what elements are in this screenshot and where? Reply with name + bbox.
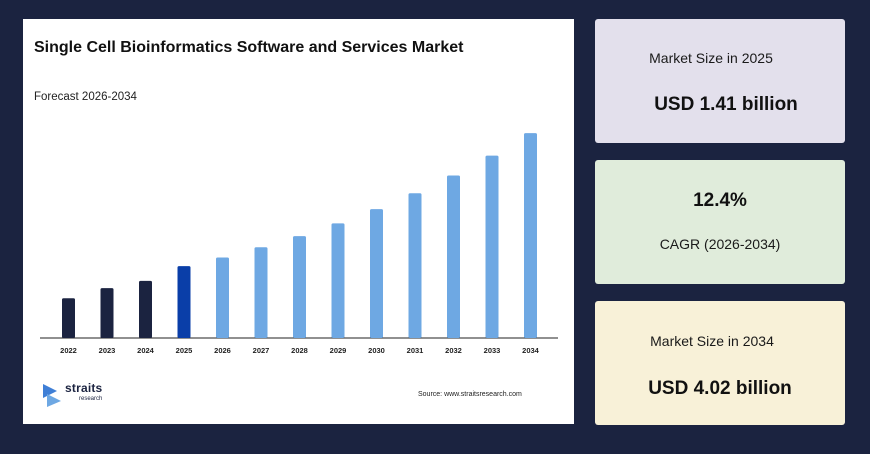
straits-logo: straits research	[43, 381, 133, 407]
logo-mark-icon	[43, 384, 61, 407]
bar-2031	[408, 193, 422, 338]
bar-2032	[447, 175, 460, 338]
market-size-2034-label: Market Size in 2034	[650, 333, 774, 349]
x-tick-label: 2032	[445, 346, 462, 355]
chart-subtitle: Forecast 2026-2034	[34, 91, 137, 103]
bar-2024	[139, 280, 152, 338]
logo-name: straits	[65, 381, 103, 395]
source-note: Source: www.straitsresearch.com	[418, 391, 522, 398]
cagr-value: 12.4%	[693, 190, 747, 211]
bar-2030	[370, 209, 383, 338]
bar-2033	[485, 155, 499, 338]
x-tick-label: 2030	[368, 346, 385, 355]
bar-2029	[331, 223, 345, 338]
bar-2027	[254, 247, 268, 338]
bar-2023	[100, 288, 114, 338]
market-size-2025-label: Market Size in 2025	[649, 50, 773, 66]
x-tick-label: 2026	[214, 346, 231, 355]
x-tick-label: 2029	[330, 346, 347, 355]
bar-2028	[293, 236, 306, 338]
market-size-2034-value: USD 4.02 billion	[648, 378, 792, 399]
bar-2025	[177, 266, 191, 338]
x-tick-label: 2027	[253, 346, 270, 355]
x-tick-label: 2023	[99, 346, 116, 355]
bar-2034	[524, 133, 537, 338]
cagr-panel: 12.4% CAGR (2026-2034)	[595, 160, 845, 284]
x-tick-label: 2025	[176, 346, 193, 355]
market-size-2025-value: USD 1.41 billion	[654, 94, 798, 115]
x-tick-label: 2024	[137, 346, 155, 355]
x-tick-label: 2022	[60, 346, 77, 355]
bar-2022	[62, 298, 75, 338]
market-size-2025-panel: Market Size in 2025 USD 1.41 billion	[595, 19, 845, 143]
chart-card: Single Cell Bioinformatics Software and …	[23, 19, 574, 424]
x-tick-label: 2031	[407, 346, 424, 355]
bar-chart: 2022 2023 2024 2025 2026 2027 2028 2029 2030 2031…	[40, 133, 558, 355]
market-size-2034-panel: Market Size in 2034 USD 4.02 billion	[595, 301, 845, 425]
bar-2026	[216, 257, 229, 338]
logo-sub: research	[79, 396, 103, 402]
x-tick-label: 2033	[484, 346, 501, 355]
x-tick-label: 2034	[522, 346, 540, 355]
chart-title: Single Cell Bioinformatics Software and …	[34, 39, 464, 56]
x-tick-label: 2028	[291, 346, 308, 355]
cagr-label: CAGR (2026-2034)	[659, 236, 781, 252]
